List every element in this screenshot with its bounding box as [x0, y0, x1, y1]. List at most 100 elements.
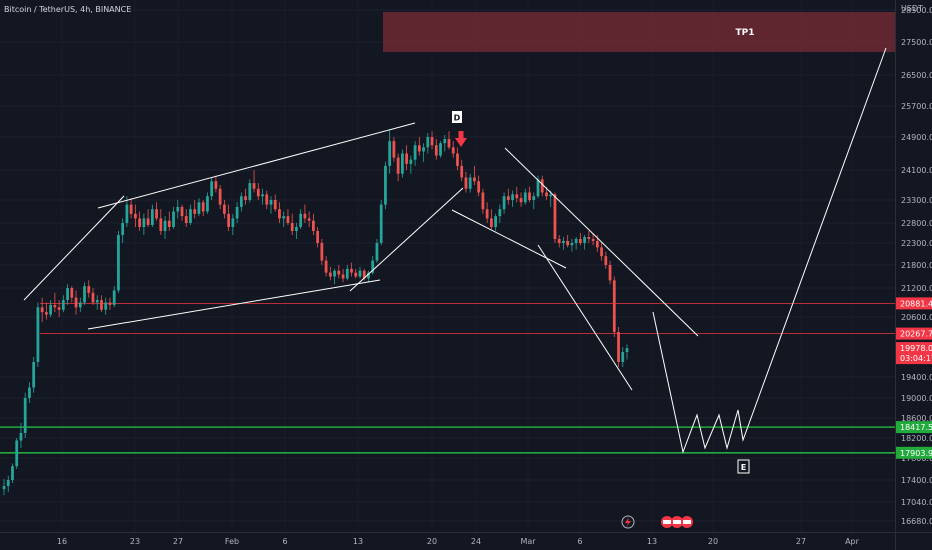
tp-label: TP1	[736, 28, 755, 38]
candle	[61, 295, 65, 313]
candle	[2, 478, 6, 496]
candle	[574, 237, 578, 250]
candle	[235, 202, 239, 223]
candle	[197, 198, 201, 217]
lightning-icon[interactable]	[621, 515, 635, 529]
candle	[337, 265, 341, 279]
candle	[66, 284, 69, 305]
y-tick-label: 23300.00	[901, 196, 932, 205]
candle	[53, 292, 57, 313]
candle	[320, 239, 324, 265]
candle	[570, 239, 574, 252]
candle	[341, 268, 345, 283]
candle	[295, 223, 298, 239]
candle	[155, 202, 158, 221]
y-tick-label: 19400.00	[901, 373, 932, 382]
flag-icon-3[interactable]	[681, 516, 693, 528]
drop-line[interactable]	[537, 244, 633, 391]
candle	[134, 204, 137, 227]
candle	[591, 233, 595, 246]
candle	[112, 286, 116, 308]
candle	[189, 204, 192, 225]
candle	[316, 227, 319, 248]
candle	[379, 200, 383, 246]
candle	[417, 137, 421, 156]
candle	[176, 200, 180, 219]
y-tick-label: 18200.00	[901, 434, 932, 443]
candle	[214, 175, 218, 193]
candle	[384, 161, 387, 210]
wedge-upper-line[interactable]	[97, 122, 416, 209]
last-price-text: 19978.00	[900, 344, 932, 353]
channel-upper-line[interactable]	[504, 147, 699, 337]
candle	[45, 302, 48, 320]
x-tick-label: 23	[130, 537, 140, 546]
candle	[396, 153, 400, 182]
y-tick-label: 16680.00	[901, 517, 932, 526]
candle	[439, 141, 442, 158]
candle	[193, 200, 197, 219]
wedge-lower-line[interactable]	[87, 279, 381, 330]
x-tick-label: 16	[57, 537, 67, 546]
projection-path[interactable]	[652, 47, 887, 454]
tp-zone	[383, 12, 895, 52]
flag-icon-2[interactable]	[671, 516, 683, 528]
price-level-tag-text: 20267.78	[900, 330, 932, 339]
price-level-tag	[896, 327, 932, 340]
candle	[494, 213, 497, 231]
countdown-text: 03:04:17	[900, 354, 932, 363]
y-tick-label: 24900.00	[901, 133, 932, 142]
event-icons[interactable]	[621, 515, 693, 529]
label-d-badge: D	[452, 111, 462, 123]
candle	[256, 183, 260, 200]
candle	[324, 256, 328, 277]
candle	[57, 300, 61, 317]
candle	[100, 295, 103, 313]
rally-line[interactable]	[23, 195, 125, 301]
candle	[460, 159, 464, 182]
candle	[549, 190, 553, 207]
x-tick-label: 24	[471, 537, 481, 546]
candle	[464, 171, 468, 193]
candle	[447, 131, 451, 150]
candle	[142, 213, 146, 235]
candle	[74, 290, 78, 315]
candle	[244, 188, 247, 205]
candle	[286, 209, 290, 225]
candle	[328, 266, 332, 281]
y-tick-label: 17400.00	[901, 476, 932, 485]
candle	[40, 297, 44, 322]
y-tick-label: 26500.00	[901, 71, 932, 80]
candle	[150, 204, 154, 227]
candle	[269, 196, 273, 214]
candle	[625, 344, 629, 360]
time-axis[interactable]: 16 23 27 Feb 6 13 20 24 Mar 6 13 20 27 Apr	[57, 537, 860, 546]
currency-label: USDT	[901, 4, 923, 13]
trend-drawings[interactable]	[23, 47, 887, 454]
candle	[36, 302, 40, 367]
last-price-tag	[896, 342, 932, 365]
candle	[333, 268, 336, 285]
candle	[600, 243, 603, 261]
candle	[456, 147, 459, 170]
breakout-line[interactable]	[349, 187, 464, 292]
candle	[468, 173, 472, 193]
candle	[371, 256, 375, 275]
candle	[273, 194, 277, 212]
candle	[282, 211, 286, 227]
flag-icon-1[interactable]	[661, 516, 673, 528]
y-tick-label: 21200.00	[901, 284, 932, 293]
price-axis[interactable]: 16680.0017040.0017400.0017800.0018200.00…	[901, 6, 932, 526]
candle	[443, 135, 447, 152]
x-tick-label: 13	[647, 537, 657, 546]
candle	[604, 251, 608, 269]
candle	[608, 260, 612, 285]
candle	[49, 300, 52, 317]
candle	[32, 357, 36, 393]
candle	[481, 188, 485, 214]
candle	[227, 204, 230, 231]
y-tick-label: 20600.00	[901, 313, 932, 322]
x-tick-label: 27	[173, 537, 183, 546]
candle	[523, 188, 527, 205]
